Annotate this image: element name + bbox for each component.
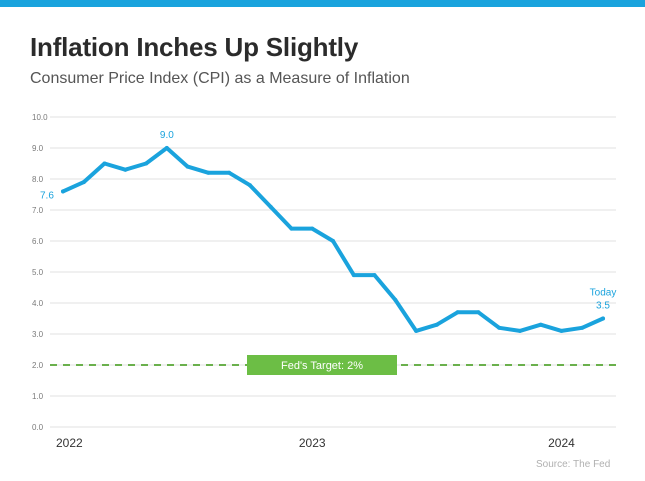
data-point: [144, 161, 149, 166]
data-point: [580, 325, 585, 330]
data-label-peak: 9.0: [160, 130, 174, 141]
data-point: [559, 328, 564, 333]
data-point: [538, 322, 543, 327]
target-label-box: [247, 355, 397, 375]
data-point: [517, 328, 522, 333]
data-point: [497, 325, 502, 330]
data-point: [102, 161, 107, 166]
data-point: [268, 204, 273, 209]
x-axis-ticks: 2022 2023 2024: [56, 436, 575, 450]
y-tick-label: 3.0: [32, 330, 44, 339]
data-point: [227, 170, 232, 175]
gridlines: [50, 116, 616, 428]
y-tick-label: 9.0: [32, 144, 44, 153]
x-tick-label: 2024: [548, 436, 575, 450]
y-tick-label: 4.0: [32, 299, 44, 308]
data-labels: 7.6 9.0 Today 3.5: [40, 130, 616, 312]
data-point: [61, 189, 65, 194]
data-point: [455, 310, 460, 315]
data-label-today: Today: [590, 288, 617, 299]
data-point: [310, 226, 315, 231]
x-tick-label: 2023: [299, 436, 326, 450]
source-note: Source: The Fed: [536, 459, 611, 470]
data-label-start: 7.6: [40, 190, 54, 201]
chart-subtitle: Consumer Price Index (CPI) as a Measure …: [30, 70, 410, 87]
data-point: [81, 180, 86, 185]
data-point: [434, 322, 439, 327]
data-point: [247, 183, 252, 188]
data-point: [289, 226, 294, 231]
data-point: [414, 328, 419, 333]
data-point: [476, 310, 481, 315]
x-tick-label: 2022: [56, 436, 83, 450]
fed-target-reference: Fed's Target: 2%: [50, 355, 616, 375]
y-tick-label: 1.0: [32, 392, 44, 401]
data-point: [331, 239, 335, 243]
y-tick-label: 6.0: [32, 237, 44, 246]
y-tick-label: 7.0: [32, 206, 44, 215]
data-point: [164, 146, 169, 150]
data-point: [206, 170, 211, 175]
chart-title: Inflation Inches Up Slightly: [30, 32, 359, 62]
y-axis-ticks: 0.0 1.0 2.0 3.0 4.0 5.0 6.0 7.0 8.0 9.0 10.0: [32, 113, 48, 432]
cpi-series: [61, 146, 605, 333]
y-tick-label: 8.0: [32, 175, 44, 184]
data-label-today-value: 3.5: [596, 301, 610, 312]
target-label: Fed's Target: 2%: [281, 360, 363, 372]
data-point: [372, 273, 377, 278]
y-tick-label: 10.0: [32, 113, 48, 122]
y-tick-label: 5.0: [32, 268, 44, 277]
y-tick-label: 0.0: [32, 423, 44, 432]
data-point: [351, 273, 356, 278]
data-point: [393, 297, 398, 302]
data-point: [185, 164, 190, 169]
y-tick-label: 2.0: [32, 361, 44, 370]
top-accent-bar: [0, 0, 645, 7]
data-point: [601, 316, 605, 321]
data-point: [123, 167, 128, 172]
